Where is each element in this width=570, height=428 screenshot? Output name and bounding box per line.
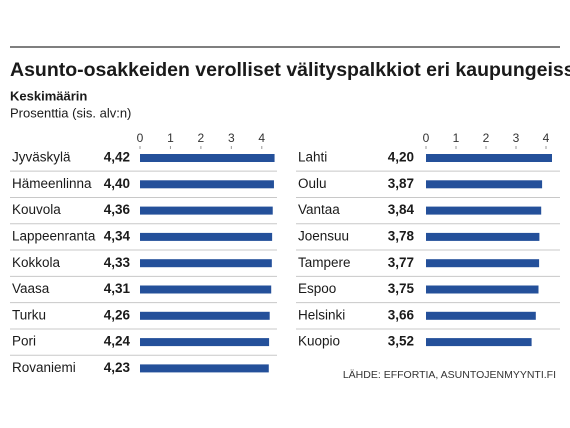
x-tick-label: 0 bbox=[423, 131, 430, 145]
value-label: 3,52 bbox=[388, 334, 414, 349]
value-label: 4,36 bbox=[104, 202, 131, 217]
chart-title: Asunto-osakkeiden verolliset välityspalk… bbox=[10, 59, 570, 81]
unit-label: Prosenttia (sis. alv:n) bbox=[10, 105, 131, 120]
category-label: Helsinki bbox=[298, 307, 345, 322]
category-label: Lappeenranta bbox=[12, 228, 96, 243]
value-label: 4,31 bbox=[104, 281, 131, 296]
bar bbox=[426, 232, 540, 241]
value-label: 4,34 bbox=[104, 228, 131, 243]
category-label: Hämeenlinna bbox=[12, 176, 92, 191]
category-label: Oulu bbox=[298, 176, 327, 191]
bar bbox=[140, 285, 272, 294]
value-label: 3,78 bbox=[388, 228, 415, 243]
category-label: Lahti bbox=[298, 150, 327, 165]
bar bbox=[140, 364, 269, 373]
category-label: Joensuu bbox=[298, 228, 349, 243]
value-label: 4,33 bbox=[104, 255, 131, 270]
x-tick-label: 4 bbox=[258, 131, 265, 145]
value-label: 3,84 bbox=[388, 202, 415, 217]
value-label: 4,42 bbox=[104, 150, 130, 165]
bar bbox=[426, 338, 532, 347]
value-label: 3,75 bbox=[388, 281, 415, 296]
bar bbox=[426, 259, 540, 268]
value-label: 3,87 bbox=[388, 176, 414, 191]
category-label: Jyväskylä bbox=[12, 150, 71, 165]
category-label: Kouvola bbox=[12, 202, 61, 217]
bar bbox=[140, 259, 272, 268]
x-tick-label: 3 bbox=[513, 131, 520, 145]
category-label: Kuopio bbox=[298, 334, 340, 349]
x-tick-label: 0 bbox=[137, 131, 144, 145]
category-label: Kokkola bbox=[12, 255, 61, 270]
value-label: 4,20 bbox=[388, 150, 414, 165]
value-label: 4,23 bbox=[104, 360, 131, 375]
value-label: 3,77 bbox=[388, 255, 414, 270]
category-label: Vantaa bbox=[298, 202, 340, 217]
value-label: 4,26 bbox=[104, 307, 131, 322]
bar bbox=[140, 154, 275, 162]
x-tick-label: 4 bbox=[543, 131, 550, 145]
bar bbox=[140, 338, 270, 347]
subtitle: Keskimäärin bbox=[10, 88, 87, 103]
value-label: 4,40 bbox=[104, 176, 130, 191]
bar bbox=[140, 180, 274, 189]
category-label: Espoo bbox=[298, 281, 336, 296]
bar bbox=[140, 206, 273, 215]
value-label: 3,66 bbox=[388, 307, 415, 322]
category-label: Turku bbox=[12, 307, 46, 322]
category-label: Rovaniemi bbox=[12, 360, 76, 375]
category-label: Vaasa bbox=[12, 281, 50, 296]
category-label: Tampere bbox=[298, 255, 351, 270]
x-tick-label: 3 bbox=[228, 131, 235, 145]
x-tick-label: 2 bbox=[198, 131, 205, 145]
bar bbox=[426, 285, 539, 294]
source: LÄHDE: EFFORTIA, ASUNTOJENMYYNTI.FI bbox=[343, 369, 556, 381]
bar bbox=[140, 232, 273, 241]
bar bbox=[426, 206, 542, 215]
value-label: 4,24 bbox=[104, 334, 131, 349]
x-tick-label: 2 bbox=[483, 131, 490, 145]
category-label: Pori bbox=[12, 334, 36, 349]
x-tick-label: 1 bbox=[167, 131, 174, 145]
bar bbox=[140, 311, 270, 320]
bar bbox=[426, 154, 552, 162]
bar bbox=[426, 180, 543, 189]
bar bbox=[426, 311, 536, 320]
x-tick-label: 1 bbox=[453, 131, 460, 145]
